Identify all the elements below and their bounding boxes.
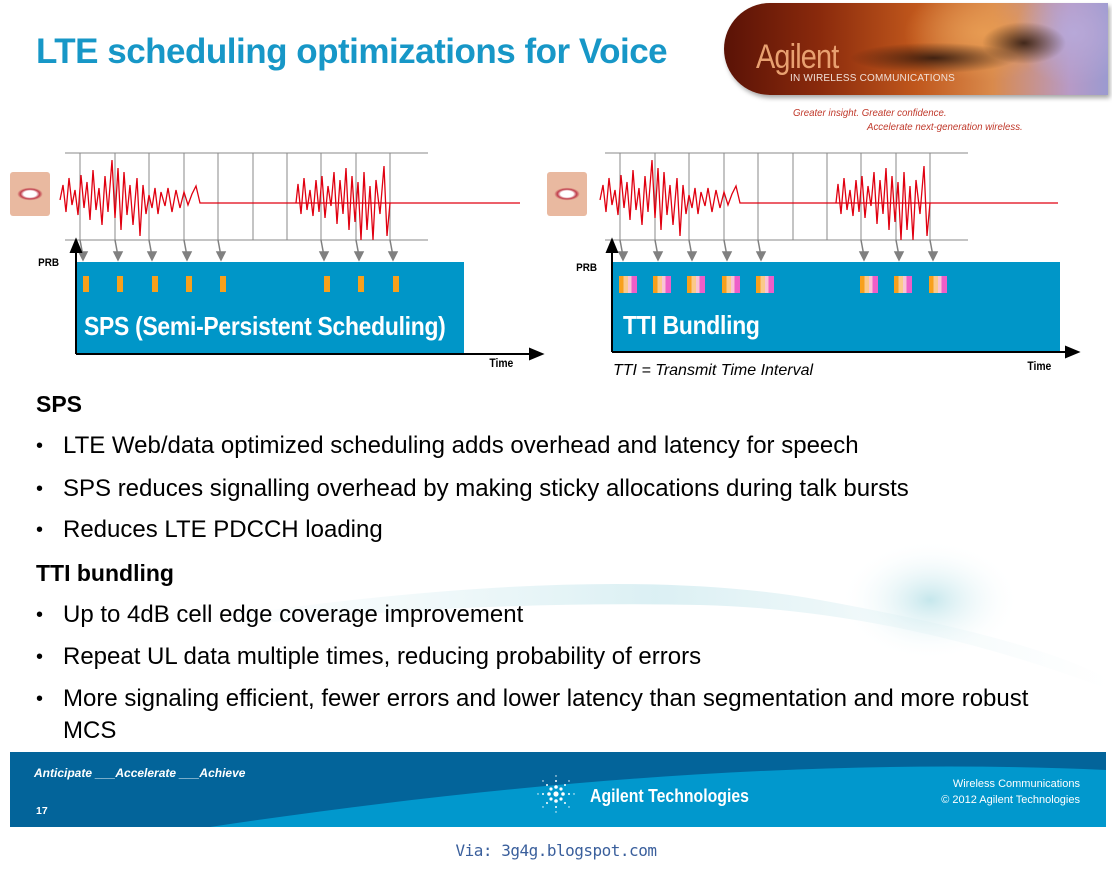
bullet-glyph: • bbox=[36, 604, 44, 626]
tti-bundling-diagram: PRB TTI Bundling Time TTI = Transmit Tim… bbox=[0, 0, 1112, 380]
bullet-glyph: • bbox=[36, 478, 44, 500]
bullet-text: Up to 4dB cell edge coverage improvement bbox=[63, 601, 524, 628]
agilent-spark-icon bbox=[537, 775, 575, 813]
agilent-banner: Agilent IN WIRELESS COMMUNICATIONS bbox=[724, 3, 1108, 95]
footer-tagline: Anticipate ___Accelerate ___Achieve bbox=[34, 766, 246, 780]
sps-allocation-area bbox=[76, 262, 464, 354]
tti-y-axis-label: PRB bbox=[576, 262, 598, 274]
slide-footer: Anticipate ___Accelerate ___Achieve 17 A… bbox=[10, 752, 1106, 827]
bullet-glyph: • bbox=[36, 688, 44, 710]
sps-box-label: SPS (Semi-Persistent Scheduling) bbox=[84, 311, 446, 341]
bullet-glyph: • bbox=[36, 435, 44, 457]
footer-brand: Agilent Technologies bbox=[590, 786, 750, 806]
footer-wave bbox=[10, 752, 1106, 827]
bullet-glyph: • bbox=[36, 519, 44, 541]
footer-division: Wireless Communications bbox=[952, 778, 1080, 790]
banner-tagline-1: Greater insight. Greater confidence. bbox=[793, 107, 947, 119]
tti-bundle-blocks bbox=[605, 237, 1081, 359]
tti-definition-note: TTI = Transmit Time Interval bbox=[613, 362, 814, 379]
sps-diagram: PRB SPS (Semi-Persistent Scheduling) Tim… bbox=[0, 0, 560, 380]
face-image bbox=[547, 172, 587, 216]
bullet-text: SPS reduces signalling overhead by makin… bbox=[63, 475, 909, 502]
sps-x-axis-label: Time bbox=[489, 358, 514, 370]
bullet-glyph: • bbox=[36, 646, 44, 668]
tti-signal-grid bbox=[599, 152, 1058, 262]
tti-x-axis-label: Time bbox=[1027, 361, 1052, 373]
section-heading-sps: SPS bbox=[36, 391, 83, 417]
footer-copyright: © 2012 Agilent Technologies bbox=[941, 794, 1080, 806]
bullet-text: More signaling efficient, fewer errors a… bbox=[63, 685, 1029, 744]
face-image bbox=[10, 172, 50, 216]
section-heading-tti-bundling: TTI bundling bbox=[36, 560, 174, 586]
slide: LTE scheduling optimizations for Voice A… bbox=[0, 0, 1112, 827]
bullet-text: LTE Web/data optimized scheduling adds o… bbox=[63, 432, 859, 459]
banner-tagline-2: Accelerate next-generation wireless. bbox=[867, 121, 1023, 133]
slide-title: LTE scheduling optimizations for Voice bbox=[36, 32, 668, 71]
sps-signal-grid bbox=[59, 152, 520, 262]
source-credit: Via: 3g4g.blogspot.com bbox=[455, 841, 657, 860]
banner-subtitle: IN WIRELESS COMMUNICATIONS bbox=[790, 73, 956, 84]
sps-allocation-blocks bbox=[69, 237, 545, 361]
tti-box-label: TTI Bundling bbox=[623, 310, 760, 340]
bullet-text: Repeat UL data multiple times, reducing … bbox=[63, 643, 702, 670]
page-number: 17 bbox=[36, 805, 48, 817]
banner-logo-text: Agilent bbox=[756, 38, 839, 76]
sps-y-axis-label: PRB bbox=[38, 257, 60, 269]
bullet-text: Reduces LTE PDCCH loading bbox=[63, 516, 383, 543]
tti-allocation-area bbox=[612, 262, 1060, 352]
